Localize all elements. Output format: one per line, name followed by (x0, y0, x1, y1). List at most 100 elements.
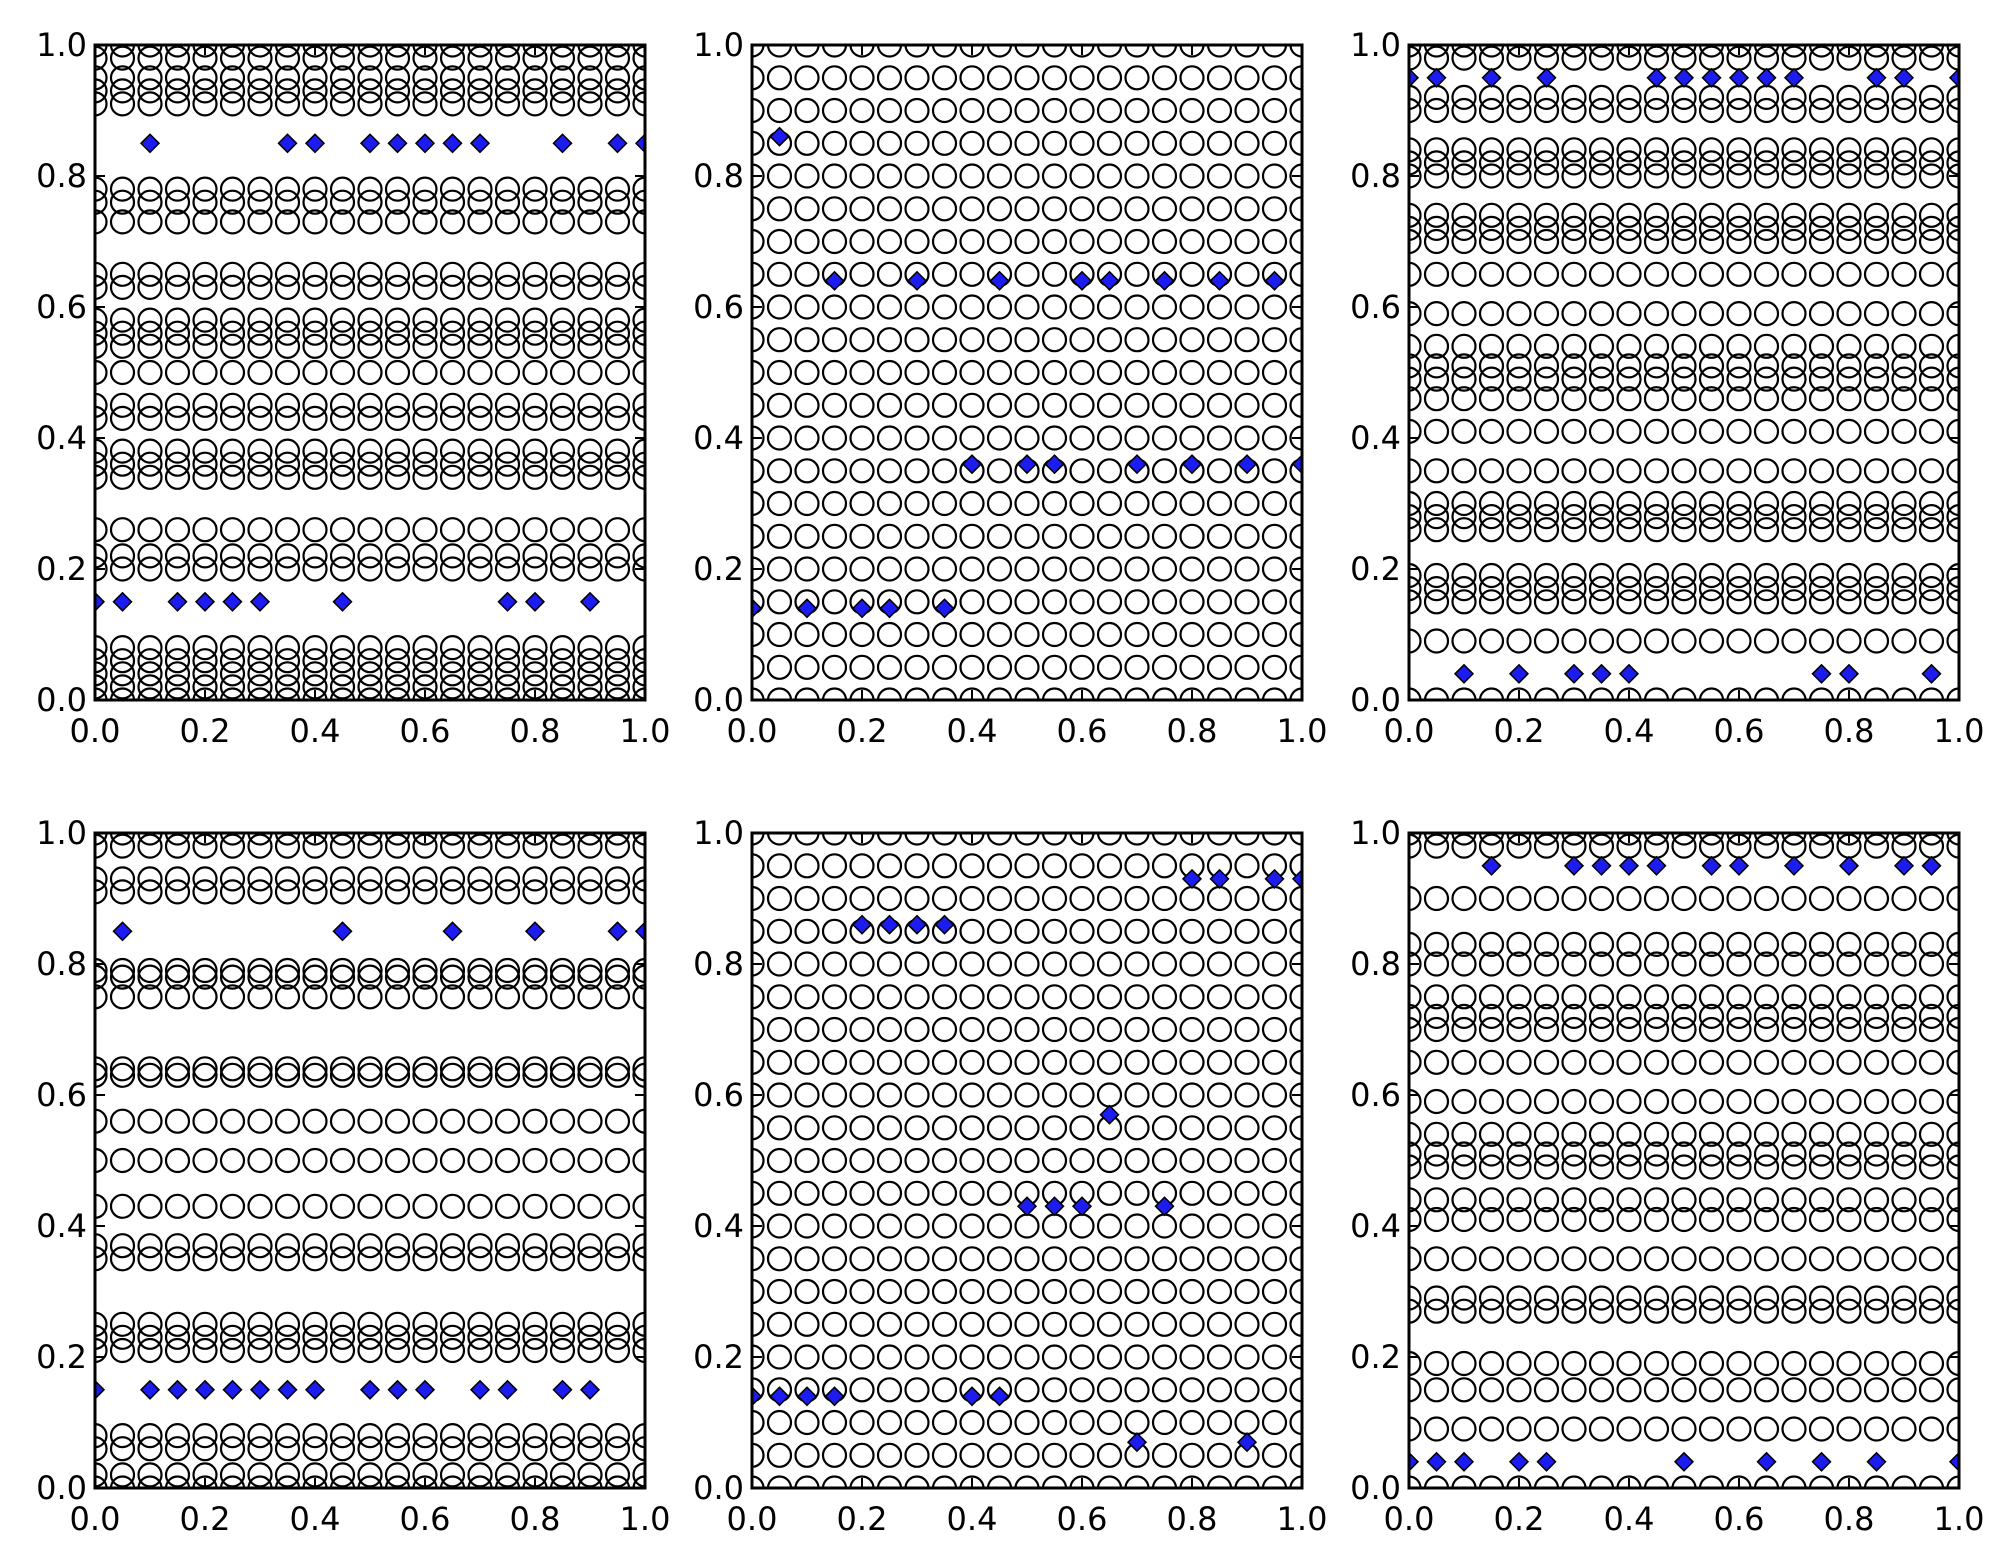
circle-point (1726, 215, 1752, 241)
circle-point (1726, 333, 1752, 359)
circle-point (1096, 196, 1123, 222)
circle-point (1863, 1285, 1890, 1311)
circle-point (1698, 833, 1725, 846)
circle-point (192, 1311, 218, 1337)
circle-point (986, 163, 1013, 189)
diamond-point (194, 1379, 216, 1400)
circle-point (467, 392, 493, 418)
circle-point (192, 307, 218, 333)
circle-point (1643, 1246, 1670, 1272)
circle-point (164, 392, 191, 418)
circle-point (274, 556, 301, 582)
circle-point (1863, 1298, 1890, 1324)
circle-point (1808, 1121, 1835, 1147)
circle-point (931, 523, 958, 549)
circle-point (1069, 65, 1095, 91)
circle-point (1261, 1344, 1288, 1370)
circle-point (192, 879, 218, 905)
circle-point (247, 261, 273, 287)
circle-point (1506, 1187, 1532, 1213)
circle-point (549, 1475, 576, 1488)
circle-point (1451, 575, 1477, 602)
circle-point (247, 333, 273, 359)
circle-point (329, 1108, 356, 1134)
circle-point (1478, 458, 1505, 484)
diamond-point (1291, 454, 1302, 475)
circle-point (1946, 589, 1959, 615)
circle-point (164, 879, 191, 905)
circle-point (1918, 503, 1945, 530)
circle-point (849, 1180, 875, 1206)
circle-point (959, 918, 985, 944)
circle-point (766, 1016, 793, 1043)
circle-point (1781, 458, 1807, 484)
circle-point (632, 261, 645, 287)
y-tick-label: 0.8 (693, 157, 744, 195)
circle-point (1289, 65, 1302, 91)
circle-point (1451, 885, 1477, 912)
x-tick-label: 0.6 (400, 1500, 451, 1538)
circle-point (439, 320, 466, 346)
circle-point (329, 517, 356, 543)
diamond-point (1563, 855, 1585, 876)
circle-point (1836, 589, 1862, 615)
circle-point (1918, 833, 1945, 859)
circle-point (766, 1082, 793, 1108)
circle-point (849, 984, 875, 1010)
circle-point (1478, 885, 1505, 912)
circle-point (1151, 45, 1178, 58)
circle-point (1588, 1187, 1615, 1213)
circle-point (604, 1233, 631, 1259)
circle-point (1234, 490, 1260, 517)
circle-point (1533, 261, 1560, 287)
axes-frame (1407, 831, 1961, 1490)
circle-point (1808, 833, 1835, 846)
circle-point (931, 1442, 958, 1468)
circle-point (904, 621, 930, 648)
circle-point (1451, 1049, 1477, 1075)
circle-point (1753, 418, 1780, 444)
circle-point (1946, 97, 1959, 124)
circle-point (109, 464, 136, 490)
diamond-point (387, 133, 408, 154)
circle-point (1423, 1475, 1450, 1488)
circle-point (1506, 163, 1532, 189)
circle-point (192, 1233, 218, 1259)
x-tick-label: 1.0 (1277, 1500, 1328, 1538)
circle-point (1234, 392, 1260, 418)
circle-point (1643, 1049, 1670, 1075)
circle-point (1726, 885, 1752, 912)
circle-point (1506, 150, 1532, 176)
circle-point (1206, 1246, 1233, 1272)
circle-point (1946, 1088, 1959, 1115)
circle-point (1671, 931, 1697, 958)
circle-point (1698, 687, 1725, 700)
circle-point (1179, 951, 1205, 977)
circle-point (1014, 1016, 1040, 1043)
circle-point (467, 964, 493, 990)
circle-point (1409, 517, 1422, 543)
circle-point (1918, 589, 1945, 615)
circle-point (577, 320, 603, 346)
circle-point (577, 91, 603, 117)
circle-point (1781, 628, 1807, 654)
circle-point (192, 405, 218, 431)
diamond-point (607, 921, 628, 942)
circle-point (274, 866, 301, 892)
circle-point (849, 1049, 875, 1075)
diamond-point (552, 133, 573, 154)
circle-point (794, 523, 820, 549)
circle-point (876, 327, 903, 353)
circle-point (494, 543, 521, 569)
circle-point (876, 490, 903, 517)
circle-point (1478, 353, 1505, 379)
circle-point (904, 97, 930, 124)
circle-point (1891, 150, 1917, 176)
circle-point (604, 517, 631, 543)
circle-point (1451, 366, 1477, 392)
circle-point (1946, 458, 1959, 484)
diamond-point (961, 454, 983, 475)
circle-point (247, 556, 273, 582)
circle-point (986, 951, 1013, 977)
circle-point (1698, 1377, 1725, 1403)
